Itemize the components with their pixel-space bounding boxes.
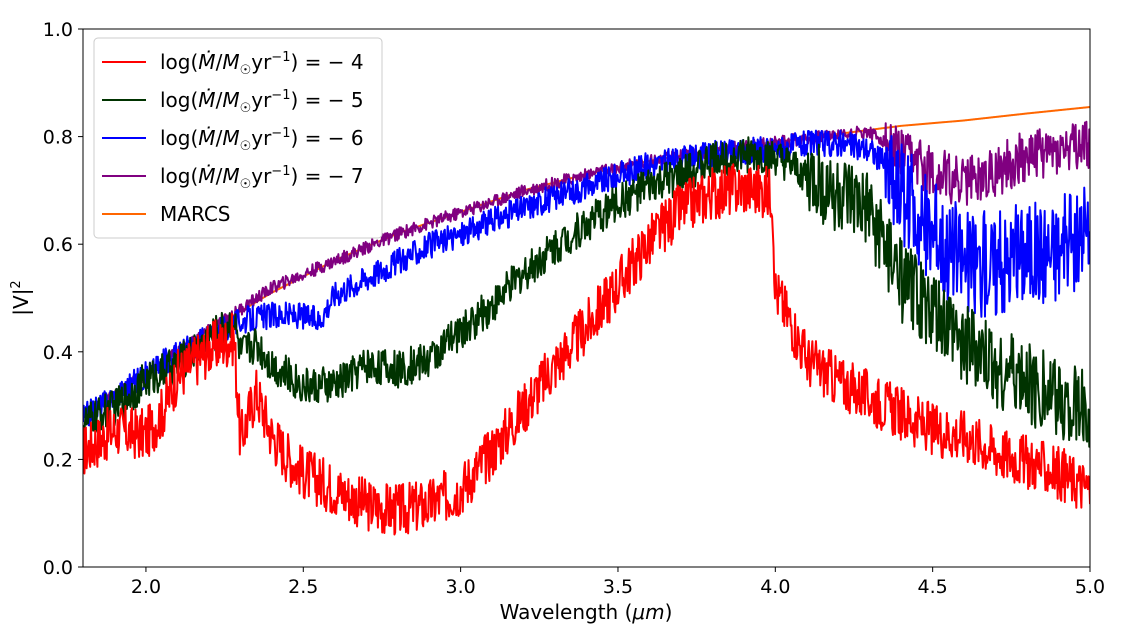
series-line-1 (83, 163, 1090, 536)
y-tick-label: 0.2 (43, 449, 73, 471)
y-axis-label: |V|2 (9, 280, 33, 315)
x-tick-label: 3.0 (446, 576, 476, 598)
legend-entry-3: log(Ṁ/M☉yr−1) = − 6 (160, 126, 364, 154)
legend-box (93, 37, 383, 239)
plot-frame (82, 28, 1091, 568)
x-tick-label: 4.5 (918, 576, 948, 598)
y-axis: 0.0 0.2 0.4 0.6 0.8 1.0 (43, 19, 83, 579)
legend-entry-2: log(Ṁ/M☉yr−1) = − 5 (160, 88, 364, 116)
legend-entry-4: log(Ṁ/M☉yr−1) = − 7 (160, 164, 364, 192)
y-tick-label: 1.0 (43, 19, 73, 41)
y-tick-label: 0.8 (43, 127, 73, 149)
series-layer (83, 106, 1090, 536)
x-tick-label: 5.0 (1075, 576, 1105, 598)
x-axis-label: Wavelength (μm) (500, 600, 673, 624)
x-tick-label: 2.0 (131, 576, 161, 598)
x-tick-label: 3.5 (603, 576, 633, 598)
y-tick-label: 0.4 (43, 342, 73, 364)
y-tick-label: 0.0 (43, 557, 73, 579)
series-line-3 (83, 129, 1090, 427)
legend: log(Ṁ/M☉yr−1) = − 4 log(Ṁ/M☉yr−1) = − 5 lo… (93, 37, 383, 239)
y-tick-label: 0.6 (43, 234, 73, 256)
x-tick-label: 2.5 (288, 576, 318, 598)
x-axis: 2.0 2.5 3.0 3.5 4.0 4.5 5.0 (131, 567, 1105, 598)
legend-entry-5: MARCS (160, 202, 231, 226)
series-line-2 (83, 136, 1090, 448)
x-tick-label: 4.0 (760, 576, 790, 598)
legend-entry-1: log(Ṁ/M☉yr−1) = − 4 (160, 50, 364, 78)
